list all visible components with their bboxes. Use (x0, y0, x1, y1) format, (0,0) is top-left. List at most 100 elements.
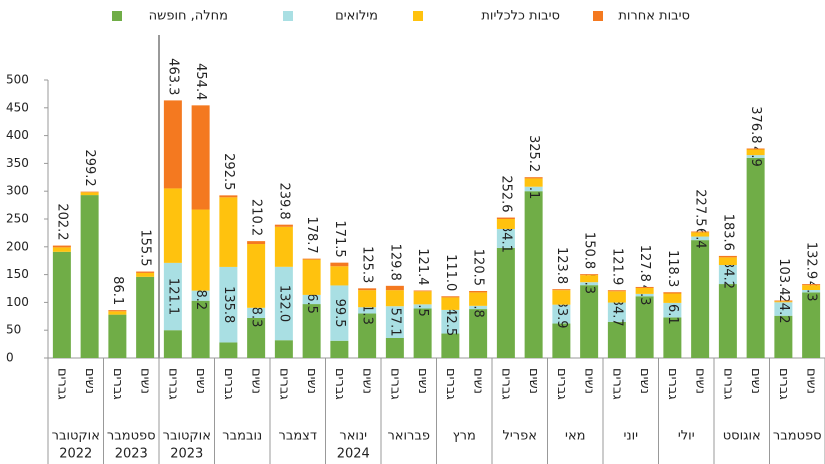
x-tick-label: נשים (526, 368, 541, 394)
bar-segment (580, 275, 599, 283)
bar-segment (774, 302, 793, 316)
bar-segment (163, 262, 182, 331)
bar-segment (524, 186, 543, 192)
bar-segment (358, 313, 377, 358)
total-label: 183.6 (720, 214, 735, 251)
x-tick-label: נשים (138, 368, 153, 394)
y-tick-label: 400 (6, 128, 29, 142)
bar-segment (385, 306, 404, 338)
x-tick-label: נשים (804, 368, 819, 394)
bar-segment (302, 259, 321, 295)
legend-swatch (413, 11, 423, 21)
bar-segment (552, 290, 571, 305)
x-tick-label: גברים (54, 368, 69, 400)
bar-segment (552, 289, 571, 291)
total-label: 299.2 (82, 149, 97, 186)
total-label: 132.9 (804, 242, 819, 279)
bar-segment (247, 244, 266, 308)
group-label: אפריל (503, 429, 537, 444)
bar-segment (441, 296, 460, 298)
y-tick-label: 50 (6, 323, 21, 337)
bar-segment (163, 100, 182, 189)
bar-segment (413, 304, 432, 309)
x-tick-label: נשים (637, 368, 652, 394)
x-tick-label: נשים (748, 368, 763, 394)
y-tick-label: 300 (6, 184, 29, 198)
bar-segment (219, 342, 238, 358)
bar-segment (802, 292, 821, 358)
legend-swatch (283, 11, 293, 21)
y-tick-label: 100 (6, 295, 29, 309)
group-label: אוגוסט (723, 429, 761, 444)
group-label: ינואר (339, 429, 367, 444)
x-tick-label: גברים (443, 368, 458, 400)
total-label: 103.4 (776, 258, 791, 295)
bar-segment (607, 321, 626, 358)
bar-segment (552, 304, 571, 324)
value-label: 121.1 (165, 278, 180, 315)
bar-segment (441, 297, 460, 310)
x-tick-label: נשים (360, 368, 375, 394)
bar-segment (163, 188, 182, 263)
bar-segment (663, 302, 682, 318)
bar-segment (718, 284, 737, 358)
y-tick-label: 500 (6, 73, 29, 87)
total-label: 292.5 (221, 153, 236, 190)
bar-segment (469, 305, 488, 310)
bar-segment (136, 271, 155, 273)
bar-segment (802, 290, 821, 293)
bar-segment (663, 292, 682, 294)
y-tick-label: 200 (6, 239, 29, 253)
x-tick-label: גברים (221, 368, 236, 400)
bar-segment (108, 314, 127, 358)
bar-segment (330, 262, 349, 267)
bar-segment (385, 290, 404, 307)
y-tick-label: 150 (6, 267, 29, 281)
bar-segment (607, 291, 626, 303)
group-year: 2023 (115, 447, 148, 462)
total-label: 171.5 (332, 220, 347, 257)
bar-segment (607, 290, 626, 292)
bar-segment (274, 340, 293, 358)
bar-segment (663, 293, 682, 303)
total-label: 227.5 (693, 189, 708, 226)
bar-segment (441, 309, 460, 334)
bar-segment (413, 308, 432, 358)
total-label: 86.1 (110, 276, 125, 305)
total-label: 121.4 (415, 248, 430, 285)
x-tick-label: גברים (498, 368, 513, 400)
total-label: 454.4 (193, 63, 208, 100)
legend-swatch (112, 11, 122, 21)
bar-segment (302, 294, 321, 305)
bar-segment (330, 285, 349, 341)
bar-segment (635, 293, 654, 297)
total-label: 239.8 (276, 182, 291, 219)
bar-segment (52, 247, 71, 252)
value-label: 34.7 (609, 298, 624, 327)
bar-segment (746, 148, 765, 150)
bar-segment (496, 247, 515, 358)
x-tick-label: נשים (249, 368, 264, 394)
x-tick-label: גברים (165, 368, 180, 400)
bar-segment (163, 330, 182, 358)
bar-segment (385, 337, 404, 358)
x-tick-label: נשים (415, 368, 430, 394)
x-tick-label: גברים (332, 368, 347, 400)
bar-segment (136, 276, 155, 358)
value-label: 132.0 (276, 285, 291, 322)
bar-segment (802, 284, 821, 286)
bar-segment (247, 317, 266, 358)
bar-segment (802, 285, 821, 291)
total-label: 150.8 (582, 232, 597, 269)
value-label: 4.3 (804, 281, 819, 302)
total-label: 463.3 (165, 58, 180, 95)
bar-segment (191, 105, 210, 210)
bar-segment (718, 255, 737, 258)
bar-segment (691, 231, 710, 233)
bar-segment (469, 309, 488, 358)
legend-swatch (593, 11, 603, 21)
bar-segment (663, 317, 682, 358)
legend-label: מחלה, חופשה (149, 9, 228, 24)
bar-segment (219, 195, 238, 198)
